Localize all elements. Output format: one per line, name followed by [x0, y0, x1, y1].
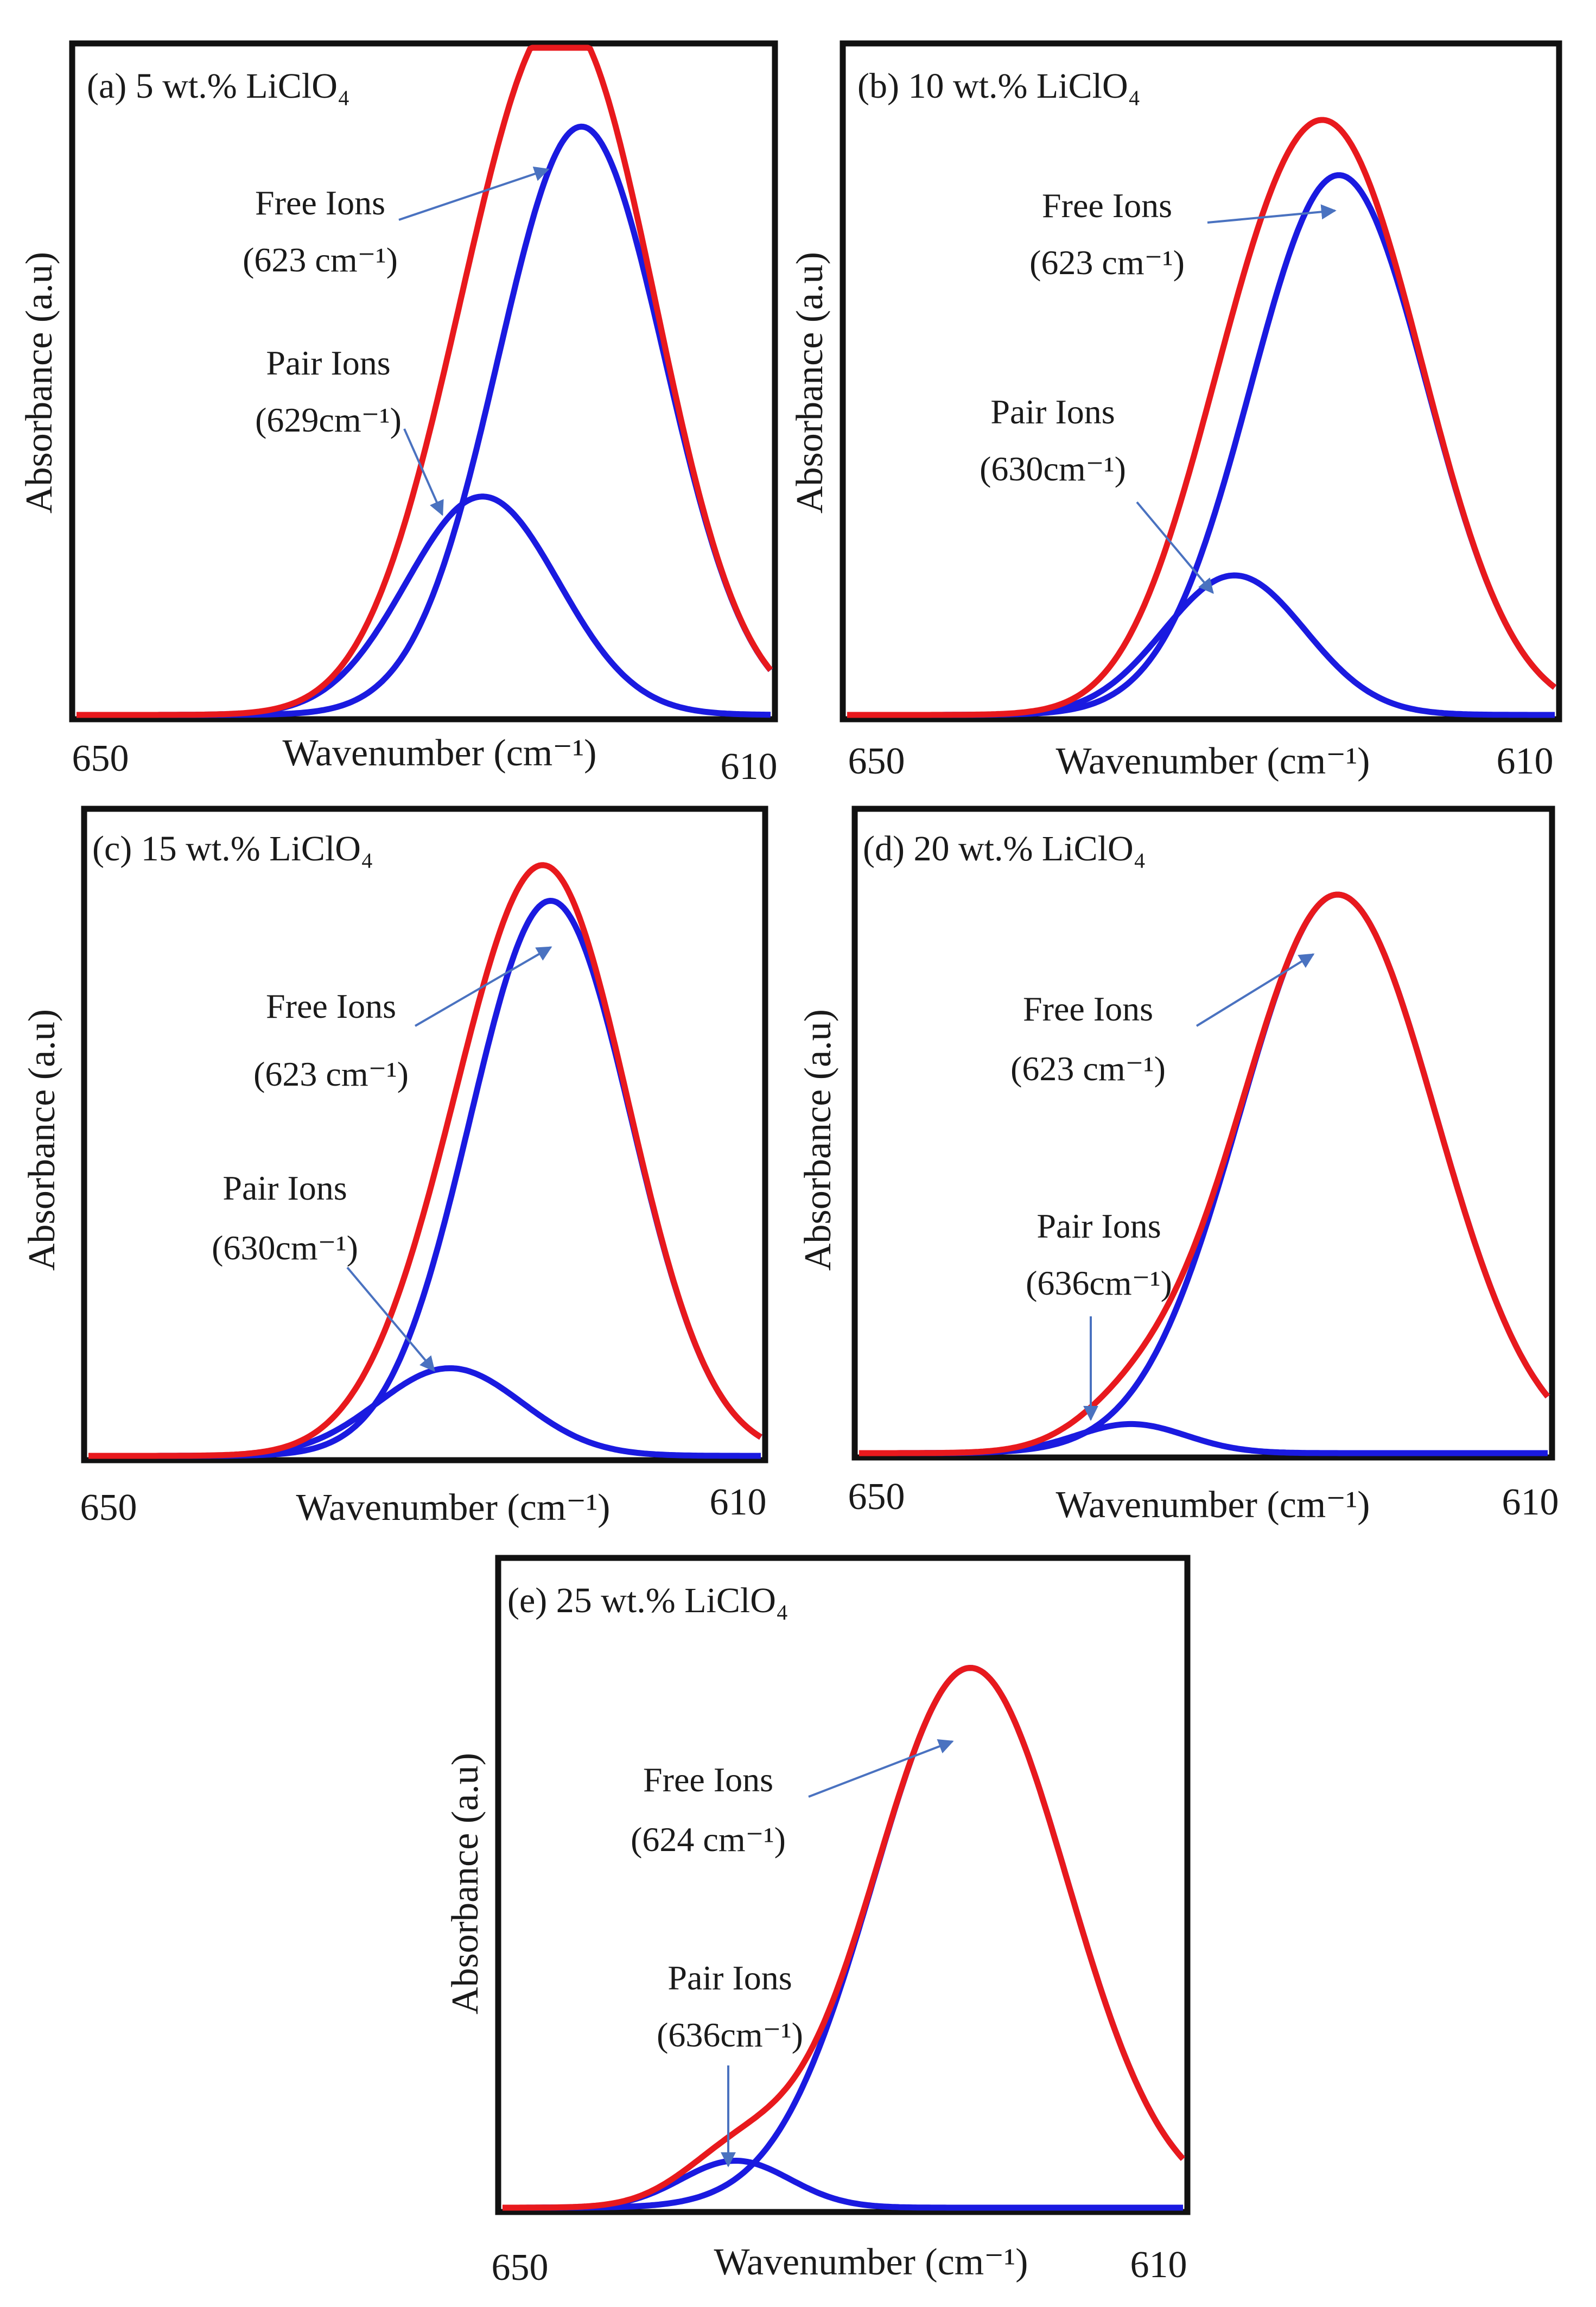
pair-ions-label: Pair Ions [1037, 1207, 1161, 1245]
x-tick-max: 610 [1497, 740, 1554, 782]
free-ions-label: Free Ions [1023, 990, 1153, 1028]
panel-a: (a) 5 wt.% LiClO₄ Free Ions (623 cm⁻¹) P… [18, 40, 778, 788]
plot-frame [840, 40, 1562, 722]
free-ions-curve [858, 891, 1550, 1456]
free-ions-value: (624 cm⁻¹) [631, 1820, 786, 1859]
panel-title: (e) 25 wt.% LiClO₄ [507, 1581, 789, 1620]
plot-frame [851, 806, 1555, 1461]
panel-title: (b) 10 wt.% LiClO₄ [857, 66, 1141, 106]
pair-ions-label: Pair Ions [222, 1169, 347, 1207]
curves-group [846, 117, 1557, 718]
panel-e: (e) 25 wt.% LiClO₄ Free Ions (624 cm⁻¹) … [444, 1555, 1191, 2289]
pair-ions-value: (629cm⁻¹) [255, 401, 402, 439]
x-tick-max: 610 [721, 746, 778, 788]
panel-title: (a) 5 wt.% LiClO₄ [87, 66, 350, 106]
free-ions-label: Free Ions [266, 987, 396, 1025]
fit-curve [858, 891, 1550, 1456]
free-ions-arrow [398, 166, 550, 221]
pair-ions-curve [846, 572, 1556, 718]
fit-curve [87, 862, 762, 1459]
panel-d: (d) 20 wt.% LiClO₄ Free Ions (623 cm⁻¹) … [797, 806, 1559, 1526]
x-tick-min: 650 [80, 1487, 137, 1529]
free-ions-value: (623 cm⁻¹) [1010, 1049, 1166, 1088]
pair-ions-arrow [403, 428, 444, 516]
free-ions-label: Free Ions [255, 183, 385, 222]
pair-ions-curve [87, 1365, 762, 1459]
pair-ions-label: Pair Ions [990, 392, 1115, 431]
panel-c: (c) 15 wt.% LiClO₄ Free Ions (623 cm⁻¹) … [21, 806, 768, 1529]
fit-curve [75, 45, 773, 718]
plot-frame [495, 1555, 1191, 2215]
fit-curve [846, 117, 1557, 718]
fit-curve [501, 1665, 1186, 2211]
pair-ions-curve [75, 493, 772, 718]
pair-ions-value: (636cm⁻¹) [1026, 1264, 1172, 1302]
free-ions-value: (623 cm⁻¹) [243, 240, 398, 279]
x-tick-min: 650 [72, 738, 129, 779]
x-axis-label: Wavenumber (cm⁻¹) [296, 1487, 610, 1529]
x-tick-min: 650 [848, 740, 905, 782]
x-tick-max: 610 [1130, 2244, 1187, 2286]
free-ions-value: (623 cm⁻¹) [253, 1055, 409, 1093]
free-ions-arrow [414, 946, 552, 1027]
free-ions-arrow [808, 1739, 954, 1798]
x-axis-label: Wavenumber (cm⁻¹) [1055, 740, 1370, 782]
y-axis-label: Absorbance (a.u) [444, 1753, 486, 2014]
free-ions-arrow [1207, 204, 1337, 224]
pair-ions-arrow [1136, 501, 1214, 594]
pair-ions-curve [501, 2158, 1184, 2211]
x-tick-max: 610 [1502, 1481, 1559, 1523]
panel-title: (c) 15 wt.% LiClO₄ [92, 829, 373, 869]
curves-group [858, 891, 1550, 1456]
curves-group [501, 1665, 1186, 2211]
curves-group [75, 45, 773, 718]
pair-ions-value: (636cm⁻¹) [657, 2016, 803, 2054]
plot-frame [81, 806, 768, 1463]
panel-title: (d) 20 wt.% LiClO₄ [863, 829, 1146, 869]
free-ions-arrow [1196, 953, 1315, 1027]
free-ions-curve [75, 123, 773, 718]
y-axis-label: Absorbance (a.u) [797, 1009, 839, 1271]
plot-frame [69, 40, 778, 722]
free-ions-curve [501, 1665, 1186, 2211]
pair-ions-label: Pair Ions [667, 1959, 792, 1997]
pair-ions-value: (630cm⁻¹) [980, 449, 1126, 488]
x-tick-min: 650 [492, 2247, 549, 2289]
curves-group [87, 862, 762, 1459]
x-axis-label: Wavenumber (cm⁻¹) [714, 2241, 1028, 2283]
x-tick-min: 650 [848, 1476, 905, 1518]
y-axis-label: Absorbance (a.u) [21, 1009, 63, 1271]
x-axis-label: Wavenumber (cm⁻¹) [1055, 1484, 1370, 1526]
pair-ions-curve [858, 1421, 1549, 1456]
free-ions-label: Free Ions [643, 1760, 773, 1799]
free-ions-value: (623 cm⁻¹) [1029, 243, 1185, 282]
pair-ions-arrow [346, 1266, 435, 1372]
pair-ions-label: Pair Ions [266, 344, 390, 382]
y-axis-label: Absorbance (a.u) [18, 252, 60, 514]
y-axis-label: Absorbance (a.u) [789, 252, 831, 514]
pair-ions-value: (630cm⁻¹) [212, 1228, 358, 1267]
free-ions-label: Free Ions [1042, 186, 1172, 225]
x-tick-max: 610 [710, 1481, 767, 1523]
x-axis-label: Wavenumber (cm⁻¹) [282, 732, 596, 774]
free-ions-curve [846, 172, 1557, 718]
panel-b: (b) 10 wt.% LiClO₄ Free Ions (623 cm⁻¹) … [789, 40, 1562, 782]
